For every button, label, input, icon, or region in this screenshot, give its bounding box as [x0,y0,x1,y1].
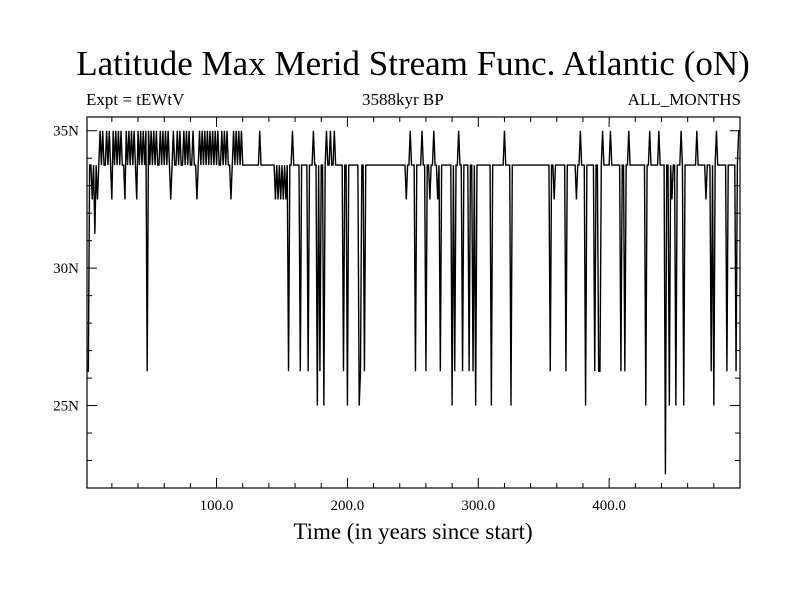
x-tick-label: 200.0 [331,498,365,514]
x-tick-label: 400.0 [592,498,626,514]
x-tick-label: 100.0 [200,498,234,514]
x-axis-label: Time (in years since start) [293,519,533,544]
y-tick-label: 25N [53,399,79,415]
period-label: 3588kyr BP [362,90,444,109]
x-tick-label: 300.0 [461,498,495,514]
plot-frame [86,116,741,489]
y-tick-label: 35N [53,124,79,140]
series-line [87,130,740,475]
y-tick-label: 30N [53,261,79,277]
experiment-label: Expt = tEWtV [86,90,185,109]
chart-title: Latitude Max Merid Stream Func. Atlantic… [76,44,750,83]
months-label: ALL_MONTHS [627,90,741,109]
